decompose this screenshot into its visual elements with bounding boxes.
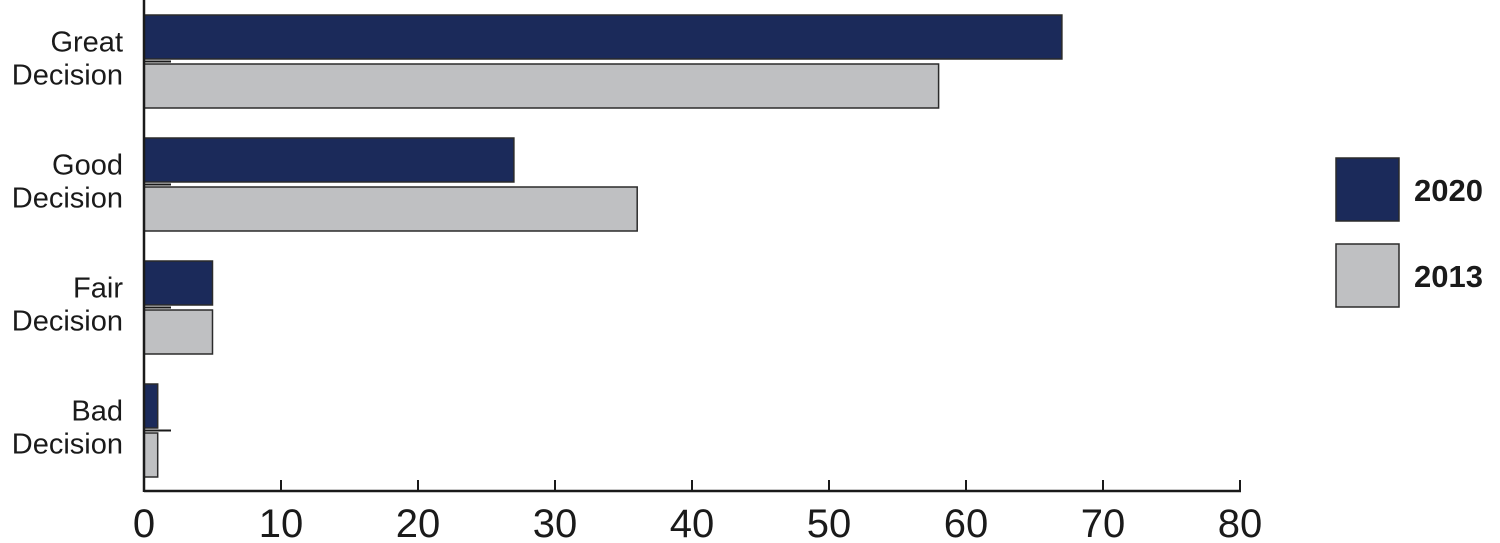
legend-label-2020: 2020 (1414, 173, 1483, 208)
category-label: Decision (12, 183, 123, 215)
bar-2020-good-decision (143, 137, 515, 183)
x-tick-label: 20 (396, 502, 441, 543)
bar-2013-great-decision (143, 63, 940, 109)
category-label: Fair (73, 273, 123, 305)
x-tick-label: 50 (807, 502, 852, 543)
x-tick-label: 70 (1081, 502, 1126, 543)
legend-label-2013: 2013 (1414, 259, 1483, 294)
bar-2020-great-decision (143, 14, 1063, 60)
category-label: Bad (71, 396, 123, 428)
category-label: Decision (12, 60, 123, 92)
bar-2020-bad-decision (143, 383, 159, 429)
x-tick-label: 10 (259, 502, 304, 543)
category-label: Decision (12, 306, 123, 338)
x-tick-label: 60 (944, 502, 989, 543)
bar-2013-fair-decision (143, 309, 214, 355)
x-tick-label: 30 (533, 502, 578, 543)
x-tick-label: 40 (670, 502, 715, 543)
legend-swatch-2020 (1335, 157, 1400, 222)
category-label: Good (52, 150, 123, 182)
x-tick-label: 0 (133, 502, 155, 543)
bar-2013-bad-decision (143, 432, 159, 478)
bar-2013-good-decision (143, 186, 638, 232)
x-tick-label: 80 (1218, 502, 1263, 543)
category-label: Decision (12, 429, 123, 461)
category-label: Great (50, 27, 123, 59)
legend-swatch-2013 (1335, 243, 1400, 308)
bar-2020-fair-decision (143, 260, 214, 306)
